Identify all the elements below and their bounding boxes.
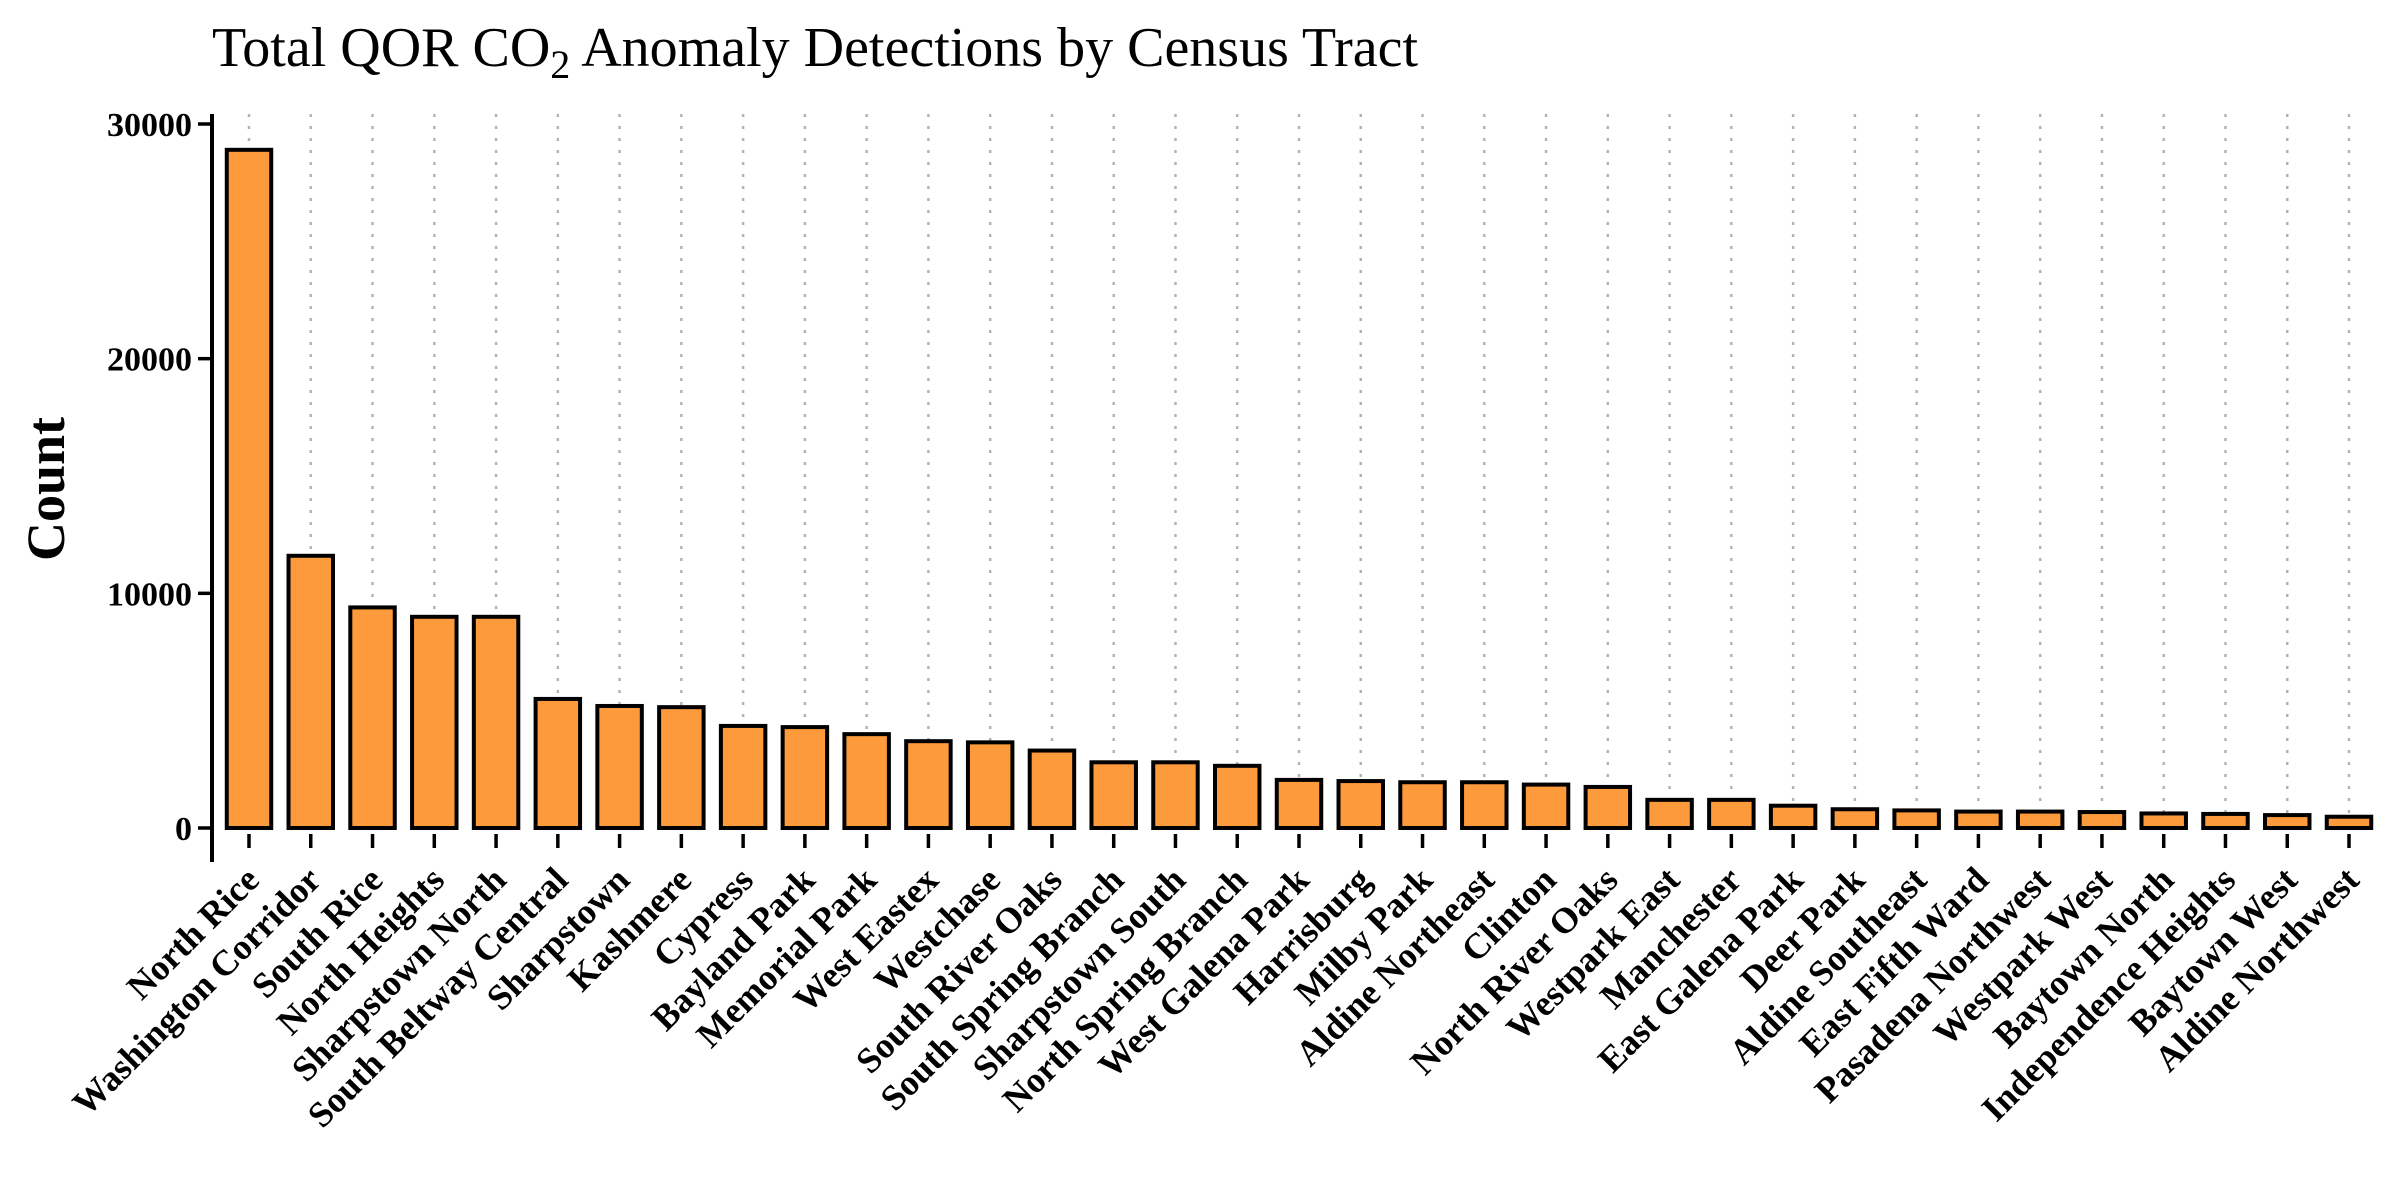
y-tick-label: 30000 xyxy=(107,107,192,144)
bar xyxy=(965,740,1015,831)
bar xyxy=(595,703,644,830)
bar xyxy=(1583,784,1633,831)
bar xyxy=(1336,779,1386,830)
y-tick-label: 20000 xyxy=(107,342,192,379)
bar xyxy=(1398,780,1447,830)
bar xyxy=(286,553,336,831)
y-tick-label: 0 xyxy=(175,811,192,848)
bar xyxy=(2263,813,2312,830)
bar xyxy=(780,725,830,830)
bar xyxy=(2077,810,2127,830)
y-axis-ticks: 0 10000 20000 30000 xyxy=(107,107,212,848)
bar xyxy=(1892,808,1941,831)
bar xyxy=(1768,803,1818,830)
bar xyxy=(1954,809,2003,830)
bar xyxy=(1213,763,1262,831)
bar xyxy=(1645,797,1694,831)
bar xyxy=(1274,777,1324,830)
bar xyxy=(533,696,583,831)
bar-series xyxy=(224,147,2374,831)
chart-title-subscript: 2 xyxy=(550,42,570,87)
chart-title-prefix: Total QOR CO xyxy=(212,17,550,79)
bar xyxy=(1707,797,1756,831)
bar xyxy=(2201,811,2250,830)
chart-title: Total QOR CO2 Anomaly Detections by Cens… xyxy=(212,17,1418,87)
bar xyxy=(1027,748,1077,830)
bar xyxy=(657,705,706,830)
chart-title-suffix: Anomaly Detections by Census Tract xyxy=(570,17,1418,79)
bar xyxy=(2015,809,2065,830)
bar xyxy=(1521,782,1571,831)
bar xyxy=(2139,811,2188,831)
bar xyxy=(1089,760,1138,830)
bar xyxy=(348,605,397,830)
bar xyxy=(718,723,768,830)
bar xyxy=(1151,760,1200,830)
y-tick-label: 10000 xyxy=(107,576,192,613)
bar xyxy=(224,147,274,830)
bar xyxy=(1830,807,1880,831)
bar xyxy=(1460,780,1509,830)
bar xyxy=(904,739,953,831)
bar xyxy=(471,614,521,830)
y-axis-label: Count xyxy=(16,417,76,561)
bar xyxy=(410,614,459,830)
x-tick-label: Washington Corridor xyxy=(65,859,329,1123)
bar xyxy=(842,732,891,831)
bar xyxy=(2324,814,2374,831)
